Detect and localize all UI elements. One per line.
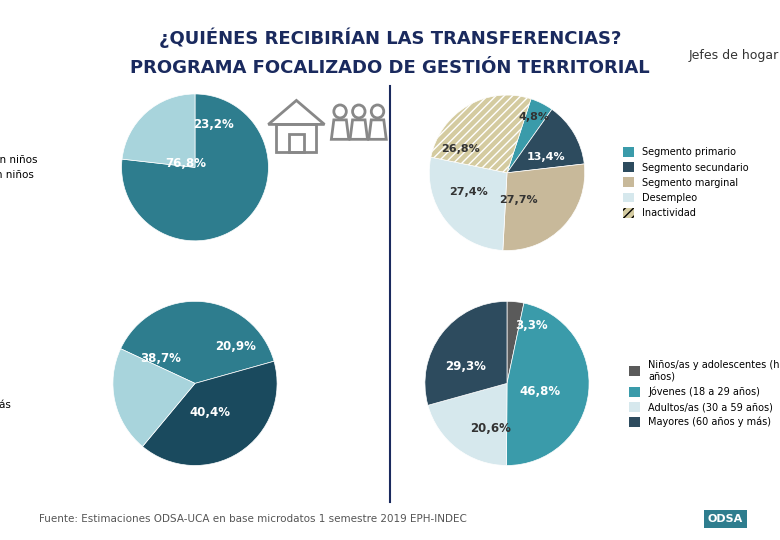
Wedge shape (431, 95, 531, 173)
Legend: Hogares con niños, Hogares sin niños: Hogares con niños, Hogares sin niños (0, 151, 41, 184)
Bar (289, 134, 304, 152)
Wedge shape (425, 301, 507, 406)
Wedge shape (507, 99, 552, 173)
Text: 20,9%: 20,9% (215, 340, 257, 353)
Text: 4,8%: 4,8% (519, 112, 550, 122)
Text: 20,6%: 20,6% (470, 422, 511, 435)
Text: Fuente: Estimaciones ODSA-UCA en base microdatos 1 semestre 2019 EPH-INDEC: Fuente: Estimaciones ODSA-UCA en base mi… (39, 514, 467, 524)
Wedge shape (428, 383, 507, 465)
Wedge shape (507, 301, 524, 383)
Wedge shape (507, 109, 584, 173)
Text: 26,8%: 26,8% (441, 145, 480, 154)
Legend: Segmento primario, Segmento secundario, Segmento marginal, Desempleo, Inactivida: Segmento primario, Segmento secundario, … (619, 143, 753, 222)
Text: 38,7%: 38,7% (140, 352, 181, 365)
Wedge shape (429, 157, 507, 251)
Wedge shape (503, 164, 585, 251)
Text: 27,4%: 27,4% (448, 187, 488, 197)
Text: Jefes de hogar: Jefes de hogar (689, 49, 779, 62)
Bar (276, 124, 317, 152)
Legend: Niños/as y adolescentes (hasta 17
años), Jóvenes (18 a 29 años), Adultos/as (30 : Niños/as y adolescentes (hasta 17 años),… (625, 356, 780, 431)
Text: 76,8%: 76,8% (165, 157, 207, 170)
Text: 29,3%: 29,3% (445, 361, 487, 374)
Text: 46,8%: 46,8% (519, 385, 560, 398)
Wedge shape (143, 361, 277, 465)
Text: 40,4%: 40,4% (190, 406, 230, 419)
Wedge shape (121, 301, 274, 383)
Legend: Hogares con 1-2
componentes, Hogares con 3-4
componentes, Hogares con 5 o más
co: Hogares con 1-2 componentes, Hogares con… (0, 341, 15, 426)
Wedge shape (122, 94, 268, 241)
Wedge shape (506, 303, 589, 465)
Wedge shape (122, 94, 195, 167)
Text: 3,3%: 3,3% (516, 320, 548, 333)
Text: 27,7%: 27,7% (499, 195, 538, 205)
Wedge shape (113, 349, 195, 447)
Text: 23,2%: 23,2% (193, 118, 234, 131)
Text: PROGRAMA FOCALIZADO DE GESTIÓN TERRITORIAL: PROGRAMA FOCALIZADO DE GESTIÓN TERRITORI… (130, 59, 650, 77)
Text: ¿QUIÉNES RECIBIRÍAN LAS TRANSFERENCIAS?: ¿QUIÉNES RECIBIRÍAN LAS TRANSFERENCIAS? (159, 27, 621, 48)
Text: 13,4%: 13,4% (526, 152, 566, 162)
Text: ODSA: ODSA (707, 514, 743, 524)
